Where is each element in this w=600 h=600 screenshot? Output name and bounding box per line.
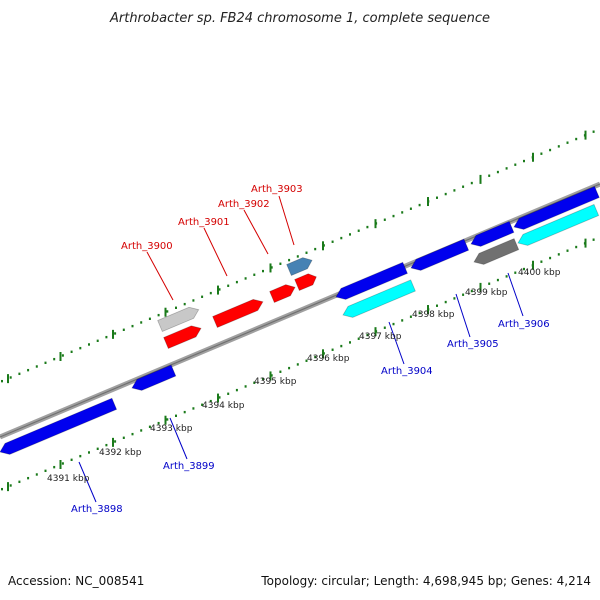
upper-tick-track [1,130,595,384]
lower-tick-track [1,238,595,492]
gene-label-reverse: Arth_3905 [447,339,499,350]
gene-arth-3899-outline [131,364,177,391]
gene-arth-3904-outline [335,261,408,300]
gene-arth-3901-outline [212,298,264,329]
gene-arth-3906-outline [513,185,600,230]
gene-labels: Arth_3900 Arth_3901 Arth_3902 Arth_3903 … [71,184,550,515]
kbp-label: 4396 kbp [307,354,350,364]
gene-label-forward: Arth_3901 [178,217,230,228]
gene-label-reverse: Arth_3904 [381,366,433,377]
leader-line-3902 [243,209,269,255]
gene-arth-3904-alt-outline [342,279,416,318]
leader-line-3906 [507,272,524,317]
map-title: Arthrobacter sp. FB24 chromosome 1, comp… [109,11,490,26]
gene-label-forward: Arth_3900 [121,241,173,252]
gene-arth-3904-alt [342,279,416,318]
gene-arth-3899 [131,364,177,391]
kbp-label: 4399 kbp [465,288,508,298]
gene-arth-3904-alt-shape [343,279,416,318]
kbp-label: 4397 kbp [359,332,402,342]
backbone-line-inner [0,183,600,438]
kbp-label: 4393 kbp [150,424,193,434]
leader-line-3905 [455,293,471,338]
leader-line-3904 [388,321,405,365]
gene-arth-3905 [410,238,470,271]
gene-arth-3905-b [470,220,515,247]
gene-arth-3900-alt-shape [157,307,199,332]
gene-label-forward: Arth_3903 [251,184,303,195]
leader-line-3898 [78,461,97,503]
gene-arth-3906-alt2 [517,203,600,246]
coordinate-labels: 4391 kbp 4392 kbp 4393 kbp 4394 kbp 4395… [47,268,561,484]
chromosome-backbone [0,181,600,440]
gene-arth-3906-alt-shape [474,238,519,265]
gene-arth-3903 [294,273,317,292]
gene-arth-3898-outline [0,397,118,455]
gene-label-reverse: Arth_3906 [498,319,550,330]
kbp-label: 4395 kbp [254,377,297,387]
gene-arth-3901 [212,298,264,329]
gene-arth-3901-shape [212,299,263,328]
gene-label-leaders [78,195,524,503]
gene-arth-3900-outline [163,325,202,350]
kbp-label: 4400 kbp [518,268,561,278]
gene-arth-3900-shape [163,325,202,349]
gene-arth-3898-shape [0,398,117,455]
gene-arth-3898 [0,397,118,455]
leader-line-3899 [169,417,188,460]
leader-line-3900 [146,251,174,301]
gene-arth-3905-b-shape [471,221,514,247]
leader-line-3903 [278,195,295,246]
gene-arth-3902-outline [269,284,296,304]
gene-arth-3906-shape [514,186,600,230]
gene-arth-3900-alt [157,306,200,333]
gene-arth-3906-alt2-shape [518,204,599,246]
gene-label-reverse: Arth_3899 [163,461,215,472]
kbp-label: 4398 kbp [412,310,455,320]
gene-label-forward: Arth_3902 [218,199,270,210]
gene-arth-3903-shape [294,273,317,291]
gene-arth-3906-alt-outline [473,238,520,265]
summary-text: Topology: circular; Length: 4,698,945 bp… [260,574,591,588]
leader-line-3901 [203,227,228,277]
gene-arth-3903-alt-outline [286,257,313,277]
gene-arth-3905-outline [410,238,470,271]
gene-label-reverse: Arth_3898 [71,504,123,515]
accession-text: Accession: NC_008541 [8,574,144,588]
gene-arth-3899-shape [132,364,176,391]
gene-arth-3904 [335,261,408,300]
gene-arth-3906 [513,185,600,230]
gene-arth-3903-outline [294,273,317,292]
gene-arth-3900-alt-outline [157,306,200,333]
gene-arth-3906-alt [473,238,520,265]
gene-arth-3904-shape [336,262,408,300]
gene-features [0,185,600,455]
gene-arth-3905-shape [411,239,469,271]
kbp-label: 4394 kbp [202,401,245,411]
kbp-label: 4391 kbp [47,474,90,484]
gene-arth-3905-b-outline [470,220,515,247]
gene-arth-3903-alt-shape [286,257,313,276]
gene-arth-3906-alt2-outline [517,203,600,246]
gene-arth-3900 [163,325,202,350]
gene-arth-3902 [269,284,296,304]
kbp-label: 4392 kbp [99,448,142,458]
gene-arth-3902-shape [269,284,296,303]
gene-arth-3903-alt [286,257,313,277]
